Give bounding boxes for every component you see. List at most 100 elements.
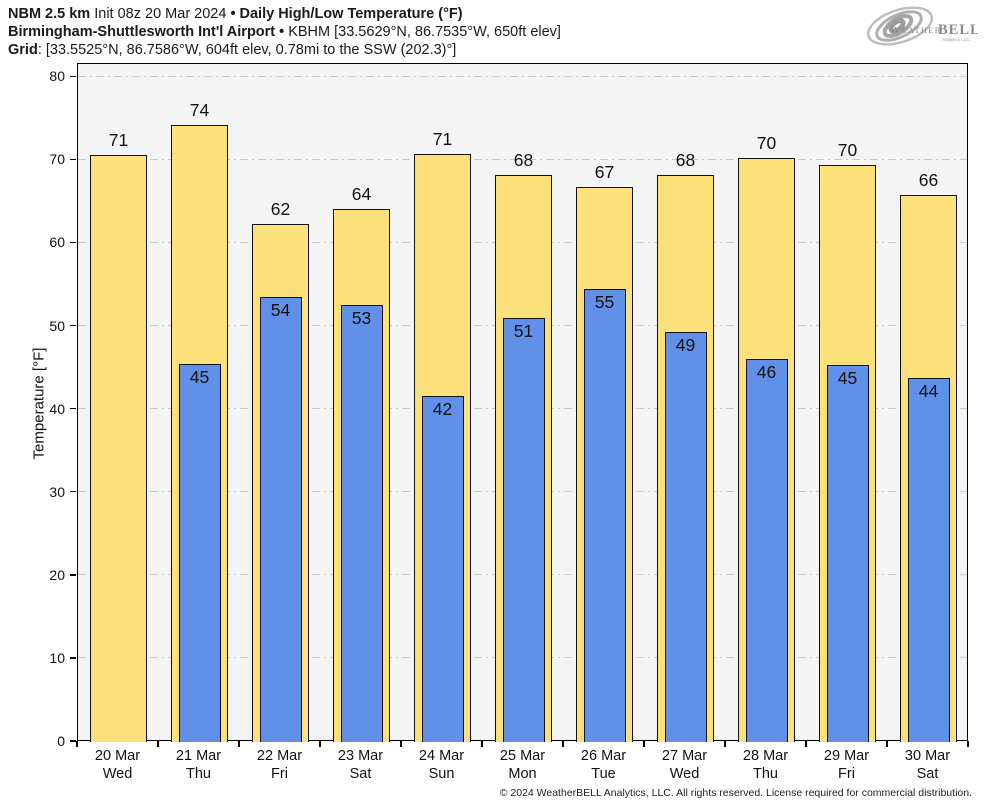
x-tick-day: Mon bbox=[508, 766, 537, 782]
x-tick-mark bbox=[967, 741, 969, 747]
header: NBM 2.5 km Init 08z 20 Mar 2024 • Daily Hi… bbox=[8, 5, 561, 59]
x-tick-mark bbox=[238, 741, 240, 747]
bar-low-label: 42 bbox=[432, 399, 453, 420]
bar-high-label: 66 bbox=[918, 170, 939, 191]
x-tick-mark bbox=[805, 741, 807, 747]
title-line-2: Birmingham-Shuttlesworth Int'l Airport • K… bbox=[8, 23, 561, 41]
y-gridline bbox=[78, 158, 967, 160]
bar-low bbox=[259, 296, 302, 742]
product-name: Daily High/Low Temperature (°F) bbox=[239, 6, 463, 22]
weatherbell-logo: Weather BELL Analytics LLC bbox=[862, 2, 980, 50]
x-tick-label: 25 Mar Mon bbox=[500, 747, 545, 783]
copyright-notice: © 2024 WeatherBELL Analytics, LLC. All r… bbox=[499, 787, 972, 799]
grid-label: Grid bbox=[8, 42, 38, 58]
bar-low-label: 49 bbox=[675, 334, 696, 355]
grid-meta: : [33.5525°N, 86.7586°W, 604ft elev, 0.7… bbox=[37, 42, 457, 58]
y-tick-label: 50 bbox=[49, 317, 65, 334]
plot-area: 71 74 45 62 54 64 53 71 42 68 51 67 55 68 49 70 46 70 45 66… bbox=[77, 63, 968, 742]
bar-high-label: 62 bbox=[270, 198, 291, 219]
bar-low-label: 45 bbox=[837, 367, 858, 388]
init-time: Init 08z 20 Mar 2024 bbox=[94, 6, 227, 22]
y-tick-mark bbox=[70, 158, 76, 161]
x-tick-date: 24 Mar bbox=[418, 748, 465, 764]
model-name: NBM 2.5 km bbox=[8, 6, 91, 22]
x-tick-day: Sat bbox=[916, 766, 939, 782]
x-tick-mark bbox=[76, 741, 78, 747]
y-tick-label: 0 bbox=[57, 733, 65, 749]
x-tick-date: 30 Mar bbox=[904, 748, 951, 764]
logo-text-weather: Weather bbox=[890, 24, 942, 36]
x-tick-mark bbox=[400, 741, 402, 747]
bar-low bbox=[583, 289, 626, 742]
bar-high-label: 70 bbox=[837, 139, 858, 160]
x-tick-day: Fri bbox=[271, 766, 288, 782]
bullet-separator: • bbox=[279, 24, 285, 40]
y-tick-label: 10 bbox=[49, 649, 65, 666]
x-tick-label: 29 Mar Fri bbox=[824, 747, 869, 783]
bar-high-label: 67 bbox=[594, 161, 615, 182]
bar-low-label: 55 bbox=[594, 292, 615, 313]
x-tick-label: 27 Mar Wed bbox=[662, 747, 707, 783]
bar-high-label: 71 bbox=[432, 128, 453, 149]
x-tick-date: 23 Mar bbox=[337, 748, 384, 764]
bar-high-label: 70 bbox=[756, 132, 777, 153]
bar-high-label: 68 bbox=[675, 149, 696, 170]
x-tick-label: 26 Mar Tue bbox=[581, 747, 626, 783]
bar-low bbox=[340, 304, 383, 742]
y-tick-mark bbox=[70, 241, 76, 244]
x-tick-date: 26 Mar bbox=[580, 748, 627, 764]
bar-low bbox=[502, 318, 545, 742]
hurricane-swirl-icon: Weather BELL Analytics LLC bbox=[866, 6, 980, 46]
x-tick-mark bbox=[562, 741, 564, 747]
bar-high-label: 71 bbox=[108, 129, 129, 150]
x-tick-mark bbox=[157, 741, 159, 747]
x-tick-mark bbox=[724, 741, 726, 747]
bullet-separator: • bbox=[230, 6, 236, 22]
x-tick-day: Wed bbox=[102, 766, 133, 782]
bar-high bbox=[90, 154, 147, 742]
x-tick-mark bbox=[643, 741, 645, 747]
bar-low-label: 44 bbox=[918, 381, 939, 402]
y-tick-mark bbox=[70, 657, 76, 659]
bar-high-label: 74 bbox=[189, 100, 210, 121]
x-tick-day: Sat bbox=[349, 766, 372, 782]
bar-low bbox=[421, 396, 464, 742]
bar-high-label: 64 bbox=[351, 183, 372, 204]
y-gridline bbox=[78, 75, 967, 77]
x-tick-label: 20 Mar Wed bbox=[95, 747, 140, 783]
bar-low-label: 54 bbox=[270, 299, 291, 320]
bar-low-label: 51 bbox=[513, 321, 534, 342]
x-tick-date: 27 Mar bbox=[661, 748, 708, 764]
x-tick-date: 28 Mar bbox=[742, 748, 789, 764]
x-tick-label: 28 Mar Thu bbox=[743, 747, 788, 783]
x-tick-day: Sun bbox=[428, 766, 455, 782]
x-tick-day: Thu bbox=[185, 766, 211, 782]
bar-low-label: 53 bbox=[351, 307, 372, 328]
bar-low-label: 46 bbox=[756, 361, 777, 382]
bar-low bbox=[826, 364, 869, 742]
x-tick-day: Thu bbox=[752, 766, 778, 782]
x-tick-label: 21 Mar Thu bbox=[176, 747, 221, 783]
bar-low bbox=[178, 363, 221, 742]
station-name: Birmingham-Shuttlesworth Int'l Airport bbox=[8, 24, 276, 40]
x-tick-date: 21 Mar bbox=[175, 748, 222, 764]
x-tick-day: Wed bbox=[669, 766, 700, 782]
y-tick-mark bbox=[70, 407, 76, 410]
x-tick-label: 30 Mar Sat bbox=[905, 747, 950, 783]
x-tick-label: 23 Mar Sat bbox=[338, 747, 383, 783]
bar-low bbox=[907, 378, 950, 742]
bar-low-label: 45 bbox=[189, 366, 210, 387]
x-tick-date: 20 Mar bbox=[94, 748, 141, 764]
x-tick-mark bbox=[319, 741, 321, 747]
x-tick-day: Tue bbox=[591, 766, 616, 782]
title-line-1: NBM 2.5 km Init 08z 20 Mar 2024 • Daily Hi… bbox=[8, 5, 561, 23]
y-tick-label: 30 bbox=[49, 483, 65, 500]
bar-high-label: 68 bbox=[513, 150, 534, 171]
y-tick-label: 60 bbox=[49, 234, 65, 251]
x-tick-date: 25 Mar bbox=[499, 748, 546, 764]
y-tick-label: 40 bbox=[49, 400, 65, 417]
station-meta: KBHM [33.5629°N, 86.7535°W, 650ft elev] bbox=[288, 24, 561, 40]
x-tick-date: 22 Mar bbox=[256, 748, 303, 764]
y-tick-mark bbox=[70, 490, 76, 493]
logo-text-bell: BELL bbox=[938, 22, 978, 38]
